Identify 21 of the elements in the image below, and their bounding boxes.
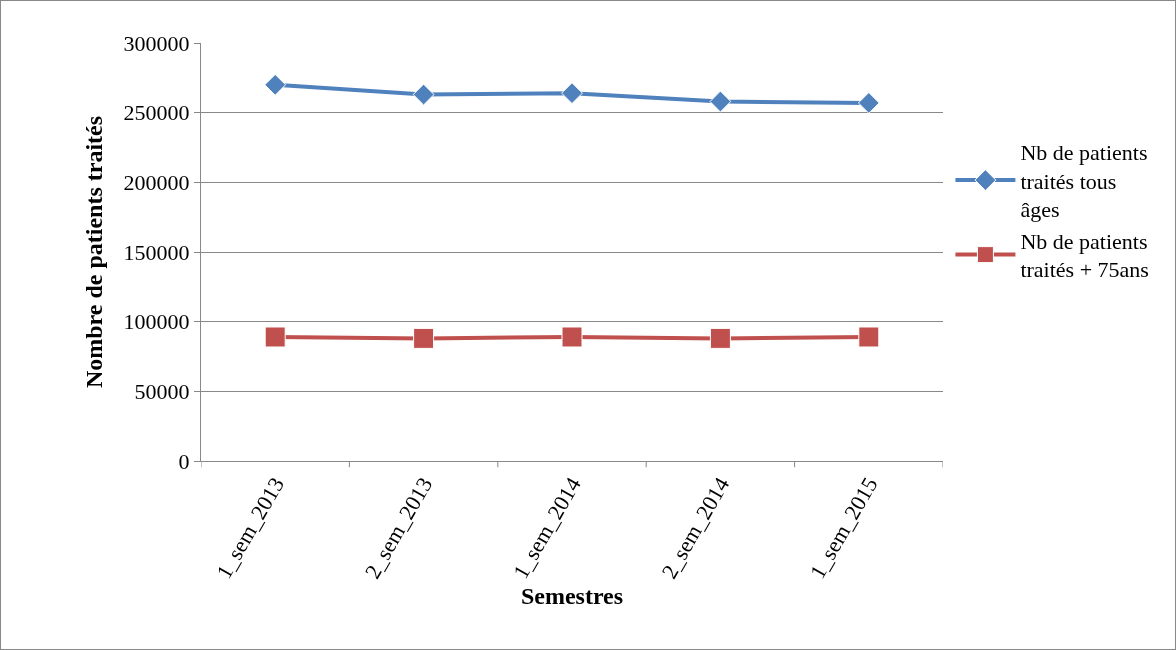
point [412,83,435,106]
y-tick-label: 300000 [123,30,190,56]
point [709,90,732,113]
x-axis-title: Semestres [520,582,624,609]
point [858,326,880,348]
point [561,326,583,348]
legend-label: Nb de patients traités + 75ans [1020,228,1149,283]
point [561,82,583,105]
point [857,92,880,114]
point [264,73,287,96]
y-axis-title: Nombre de patients traités [80,115,107,389]
y-tick-label: 0 [178,448,190,474]
point [413,327,435,349]
point [709,327,731,349]
y-tick-label: 100000 [123,309,190,335]
y-tick-label: 250000 [123,100,190,126]
y-tick-label: 50000 [134,379,190,405]
y-tick-label: 200000 [123,170,190,196]
y-tick-label: 150000 [123,239,190,265]
point [264,326,286,348]
legend-label: Nb de patients traités tous âges [1020,140,1148,223]
